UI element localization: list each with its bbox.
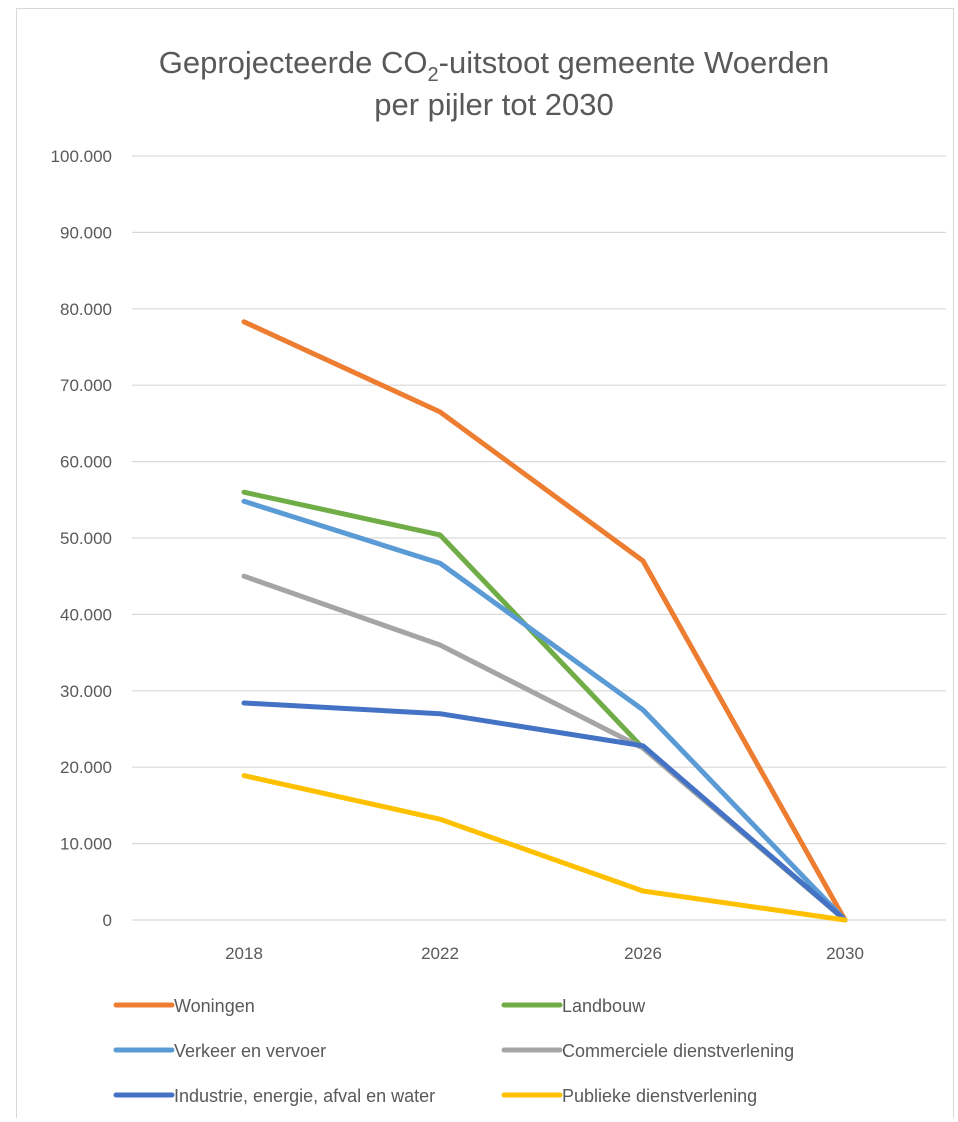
legend-label: Industrie, energie, afval en water: [174, 1086, 435, 1106]
y-tick-label: 80.000: [60, 300, 112, 319]
series-line: [241, 573, 848, 923]
legend-label: Commerciele dienstverlening: [562, 1041, 794, 1061]
series-line: [241, 319, 848, 923]
y-tick-label: 0: [103, 911, 112, 930]
chart-title-suffix: -uitstoot gemeente Woerden: [439, 45, 830, 80]
series-line: [241, 498, 848, 923]
chart-title-prefix: Geprojecteerde CO: [159, 45, 428, 80]
chart-title-subscript: 2: [428, 64, 439, 86]
legend-label: Verkeer en vervoer: [174, 1041, 326, 1061]
chart-title-line2: per pijler tot 2030: [374, 87, 614, 122]
y-tick-label: 10.000: [60, 835, 112, 854]
y-tick-label: 30.000: [60, 682, 112, 701]
series-line: [241, 700, 848, 923]
y-tick-label: 20.000: [60, 758, 112, 777]
x-axis-ticks: 2018 2022 2026 2030: [225, 944, 864, 963]
y-axis-ticks: 0 10.000 20.000 30.000 40.000 50.000 60.000 70.…: [51, 147, 112, 930]
x-tick-label: 2022: [421, 944, 459, 963]
chart-frame: [16, 8, 954, 1118]
legend-label: Woningen: [174, 996, 255, 1016]
gridlines: [132, 155, 946, 921]
y-tick-label: 100.000: [51, 147, 112, 166]
y-tick-label: 40.000: [60, 605, 112, 624]
series-line: [241, 773, 848, 923]
legend-label: Publieke dienstverlening: [562, 1086, 757, 1106]
y-tick-label: 50.000: [60, 529, 112, 548]
series-lines: [241, 319, 848, 923]
x-tick-label: 2026: [624, 944, 662, 963]
legend-label: Landbouw: [562, 996, 646, 1016]
legend: Woningen Landbouw Verkeer en vervoer Commer…: [113, 996, 794, 1106]
y-tick-label: 90.000: [60, 223, 112, 242]
y-tick-label: 70.000: [60, 376, 112, 395]
chart-title-line1: Geprojecteerde CO2-uitstoot gemeente Woe…: [159, 45, 830, 86]
x-tick-label: 2018: [225, 944, 263, 963]
x-tick-label: 2030: [826, 944, 864, 963]
y-tick-label: 60.000: [60, 453, 112, 472]
